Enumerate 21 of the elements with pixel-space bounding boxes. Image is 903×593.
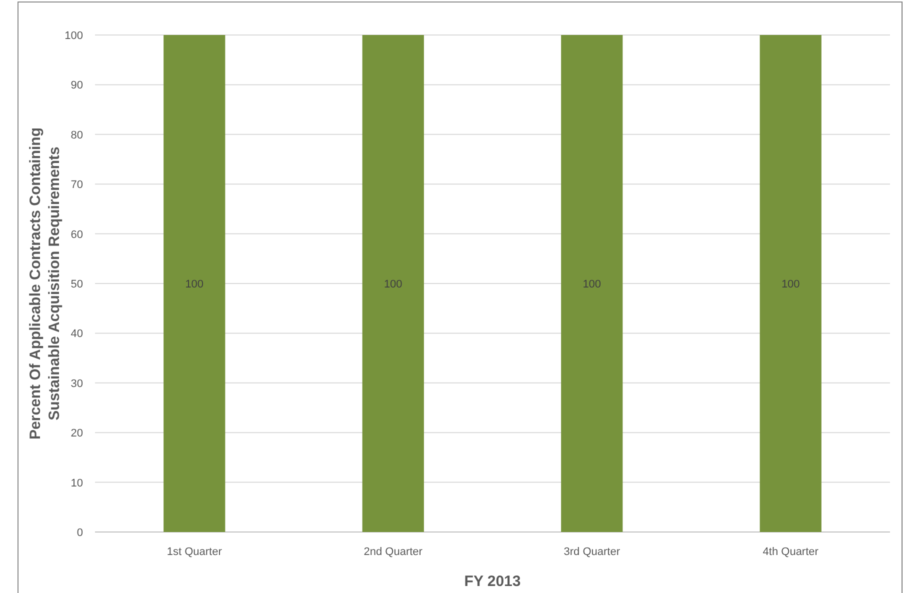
- y-tick-label: 90: [70, 80, 83, 92]
- x-tick-label: 1st Quarter: [166, 546, 222, 558]
- data-label: 100: [781, 278, 800, 290]
- x-axis-title: FY 2013: [464, 573, 521, 590]
- y-tick-label: 100: [64, 30, 83, 42]
- y-tick-label: 60: [70, 228, 83, 241]
- x-tick-label: 2nd Quarter: [364, 546, 423, 558]
- y-axis-title: Percent Of Applicable Contracts Containing Sustainable Acquisition Requirements: [27, 128, 63, 440]
- x-tick-label: 3rd Quarter: [564, 546, 620, 558]
- y-tick-label: 20: [70, 428, 83, 440]
- y-tick-label: 50: [70, 278, 83, 290]
- y-tick-label: 40: [70, 328, 83, 340]
- data-label: 100: [185, 278, 204, 290]
- x-tick-label: 4th Quarter: [762, 546, 819, 558]
- y-tick-label: 10: [70, 477, 83, 490]
- data-label: 100: [582, 278, 602, 290]
- y-tick-label: 30: [70, 378, 83, 390]
- y-tick-label: 80: [70, 129, 83, 142]
- y-tick-label: 70: [70, 179, 83, 192]
- data-label: 100: [384, 278, 402, 290]
- y-tick-label: 0: [76, 527, 83, 539]
